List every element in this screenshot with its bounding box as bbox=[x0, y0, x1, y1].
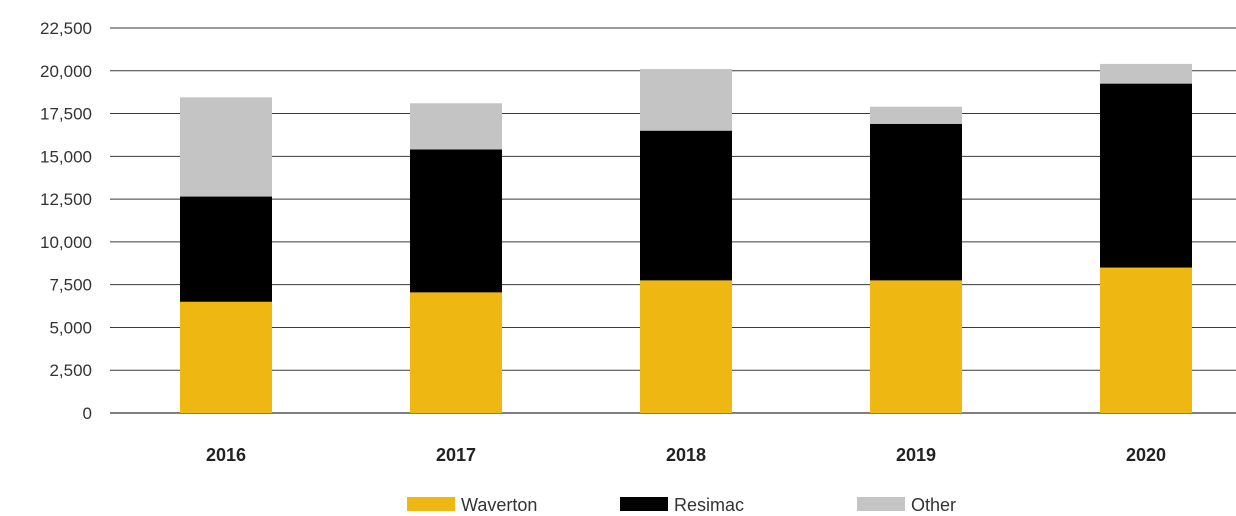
bar-resimac-2016 bbox=[180, 196, 272, 302]
bar-other-2017 bbox=[410, 103, 502, 150]
y-tick-label: 12,500 bbox=[40, 190, 92, 209]
bar-resimac-2019 bbox=[870, 123, 962, 281]
bar-waverton-2019 bbox=[870, 280, 962, 413]
legend-swatch-waverton bbox=[407, 497, 455, 511]
y-tick-label: 0 bbox=[83, 404, 92, 423]
legend-label-resimac: Resimac bbox=[674, 495, 744, 515]
y-tick-label: 20,000 bbox=[40, 62, 92, 81]
y-tick-label: 10,000 bbox=[40, 233, 92, 252]
bar-waverton-2020 bbox=[1100, 267, 1192, 413]
bar-waverton-2017 bbox=[410, 292, 502, 413]
legend-swatch-resimac bbox=[620, 497, 668, 511]
legend-swatch-other bbox=[857, 497, 905, 511]
bar-waverton-2016 bbox=[180, 301, 272, 413]
bar-other-2020 bbox=[1100, 63, 1192, 84]
bars bbox=[180, 63, 1192, 413]
y-tick-label: 2,500 bbox=[49, 361, 92, 380]
legend-label-waverton: Waverton bbox=[461, 495, 537, 515]
bar-waverton-2018 bbox=[640, 280, 732, 413]
y-tick-label: 5,000 bbox=[49, 318, 92, 337]
y-tick-label: 15,000 bbox=[40, 147, 92, 166]
x-tick-label: 2017 bbox=[436, 445, 476, 465]
bar-other-2019 bbox=[870, 106, 962, 124]
y-axis-ticks: 0 2,500 5,000 7,500 10,000 12,500 15,000 17,500… bbox=[40, 19, 92, 423]
bar-resimac-2020 bbox=[1100, 83, 1192, 268]
y-tick-label: 7,500 bbox=[49, 276, 92, 295]
x-tick-label: 2020 bbox=[1126, 445, 1166, 465]
y-tick-label: 17,500 bbox=[40, 105, 92, 124]
x-tick-label: 2016 bbox=[206, 445, 246, 465]
x-tick-label: 2018 bbox=[666, 445, 706, 465]
x-axis-ticks: 2016 2017 2018 2019 2020 bbox=[206, 445, 1166, 465]
bar-resimac-2018 bbox=[640, 130, 732, 281]
y-tick-label: 22,500 bbox=[40, 19, 92, 38]
bar-other-2016 bbox=[180, 97, 272, 197]
bar-other-2018 bbox=[640, 69, 732, 131]
bar-resimac-2017 bbox=[410, 149, 502, 293]
x-tick-label: 2019 bbox=[896, 445, 936, 465]
legend-label-other: Other bbox=[911, 495, 956, 515]
legend: Waverton Resimac Other bbox=[407, 495, 956, 515]
